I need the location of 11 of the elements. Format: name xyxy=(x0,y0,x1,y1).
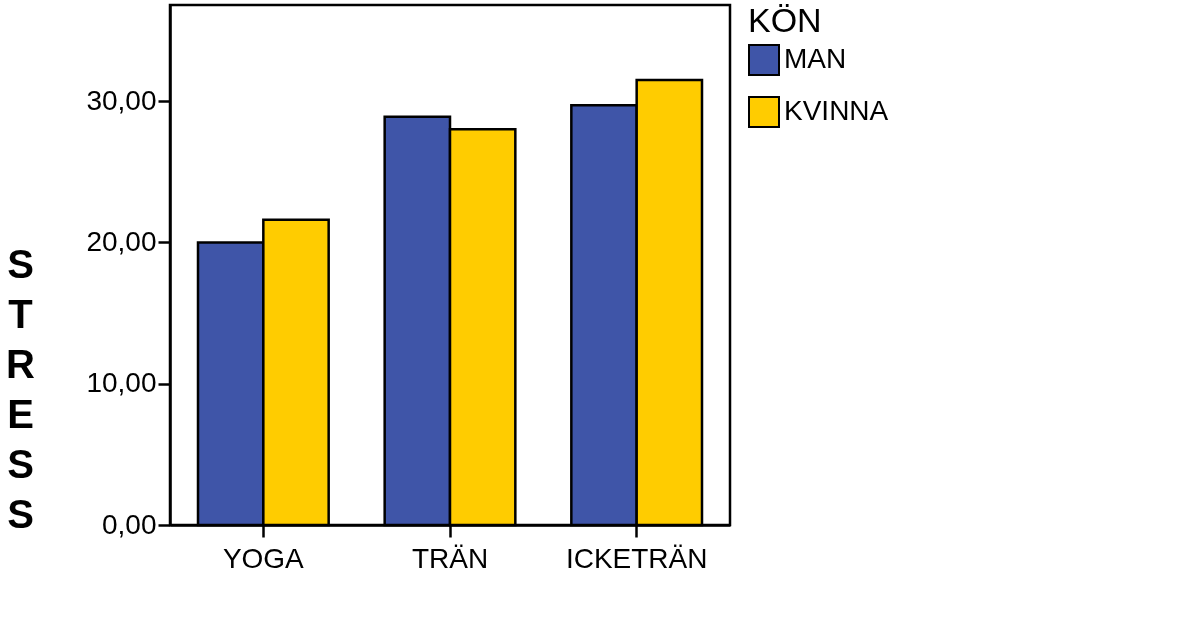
y-tick-label: 0,00 xyxy=(102,508,157,540)
y-tick-label: 20,00 xyxy=(86,225,157,257)
legend-label: KVINNA xyxy=(784,95,889,126)
y-axis-title: STRESS xyxy=(6,241,36,536)
x-tick-label: TRÄN xyxy=(411,542,489,574)
x-tick-label: YOGA xyxy=(222,542,305,574)
x-tick-label: ICKETRÄN xyxy=(565,542,708,574)
legend-label: MAN xyxy=(784,43,847,74)
legend-title: KÖN xyxy=(748,1,822,39)
y-tick-label: 10,00 xyxy=(86,367,157,399)
y-tick-label: 30,00 xyxy=(86,84,157,116)
